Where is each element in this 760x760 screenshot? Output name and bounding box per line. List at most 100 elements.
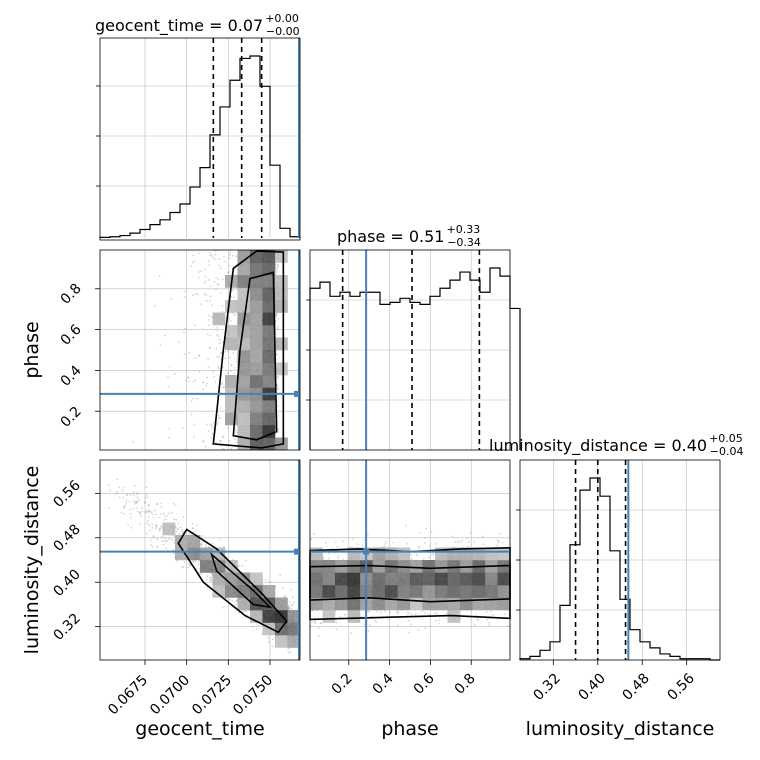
- sample-point: [275, 333, 278, 335]
- sample-point: [277, 388, 279, 391]
- sample-point: [162, 543, 165, 546]
- density-cell: [275, 250, 288, 263]
- sample-point: [233, 296, 236, 298]
- density-cell: [410, 572, 423, 586]
- density-cell: [237, 585, 251, 598]
- sample-point: [140, 514, 142, 517]
- density-cell: [250, 300, 263, 313]
- sample-point: [276, 266, 279, 269]
- density-cell: [262, 412, 276, 426]
- sample-point: [473, 624, 476, 626]
- sample-point: [241, 610, 244, 613]
- sample-point: [125, 499, 128, 502]
- panel-distance-vs-phase: [309, 459, 511, 661]
- sample-point: [156, 545, 159, 548]
- sample-point: [217, 278, 220, 281]
- sample-point: [228, 251, 231, 254]
- density-cell: [262, 400, 276, 413]
- sample-point: [374, 619, 376, 622]
- density-cell: [322, 585, 336, 598]
- sample-point: [150, 539, 153, 542]
- sample-point: [385, 540, 388, 543]
- sample-point: [434, 612, 437, 615]
- density-cell: [497, 572, 511, 586]
- sample-point: [482, 535, 484, 538]
- sample-point: [130, 516, 133, 519]
- sample-point: [208, 318, 210, 321]
- density-cell: [335, 597, 348, 611]
- sample-point: [155, 527, 157, 530]
- density-cell: [237, 350, 251, 363]
- density-cell: [250, 312, 263, 326]
- sample-point: [147, 510, 150, 513]
- sample-point: [216, 283, 219, 286]
- sample-point: [408, 611, 411, 614]
- sample-point: [155, 525, 158, 528]
- sample-point: [192, 561, 195, 563]
- density-cell: [310, 597, 323, 611]
- density-cell: [435, 597, 448, 611]
- sample-point: [238, 611, 240, 614]
- sample-point: [396, 610, 399, 613]
- density-cell: [485, 597, 498, 611]
- sample-point: [456, 540, 459, 543]
- sample-point: [467, 541, 470, 543]
- sample-point: [215, 288, 217, 291]
- sample-point: [132, 491, 135, 494]
- sample-point: [154, 509, 156, 512]
- density-cell: [262, 287, 276, 301]
- density-cell: [422, 597, 436, 611]
- sample-point: [132, 441, 135, 443]
- sample-point: [151, 545, 154, 548]
- sample-point: [227, 271, 230, 274]
- sample-point: [148, 516, 150, 518]
- sample-point: [363, 623, 366, 626]
- sample-point: [410, 623, 412, 626]
- xtick-label: 0.0675: [105, 672, 151, 718]
- density-cell: [225, 412, 238, 426]
- sample-point: [224, 260, 227, 263]
- sample-point: [281, 587, 284, 590]
- sample-point: [206, 299, 208, 302]
- xtick-label: 0.0750: [230, 672, 276, 718]
- sample-point: [221, 278, 224, 281]
- sample-point: [196, 397, 199, 400]
- sample-point: [129, 512, 132, 515]
- sample-point: [313, 532, 315, 535]
- sample-point: [190, 400, 193, 403]
- sample-point: [407, 619, 410, 622]
- density-cell: [250, 400, 263, 413]
- density-cell: [385, 572, 398, 586]
- sample-point: [224, 350, 226, 353]
- density-cell: [262, 337, 276, 351]
- sample-point: [492, 614, 495, 616]
- density-cell: [485, 547, 498, 561]
- sample-point: [288, 606, 291, 609]
- sample-point: [137, 498, 140, 501]
- sample-point: [181, 427, 184, 430]
- sample-point: [241, 564, 244, 567]
- sample-point: [135, 506, 138, 509]
- sample-point: [206, 333, 209, 335]
- sample-point: [192, 397, 194, 400]
- sample-point: [218, 342, 221, 345]
- sample-point: [228, 257, 231, 260]
- density-cell: [347, 597, 361, 611]
- sample-point: [313, 620, 316, 622]
- sample-point: [194, 357, 197, 360]
- sample-point: [141, 507, 143, 510]
- density-cell: [262, 585, 276, 598]
- sample-point: [435, 619, 437, 622]
- density-cell: [447, 597, 461, 611]
- sample-point: [115, 493, 118, 495]
- sample-point: [185, 379, 187, 382]
- sample-point: [210, 316, 213, 318]
- sample-point: [277, 431, 280, 434]
- density-cell: [250, 287, 263, 301]
- sample-point: [210, 437, 213, 440]
- scatter-luminosity_distance-vs-geocent_time: [107, 478, 301, 654]
- sample-point: [344, 613, 346, 616]
- sample-point: [168, 512, 170, 515]
- density-cell: [237, 300, 251, 313]
- sample-point: [150, 544, 153, 546]
